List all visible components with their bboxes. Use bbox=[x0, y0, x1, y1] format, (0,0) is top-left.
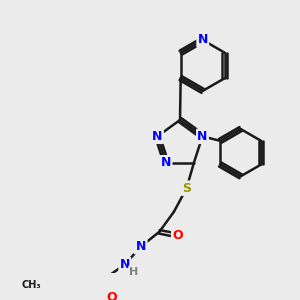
Text: CH₃: CH₃ bbox=[21, 280, 41, 290]
Text: H: H bbox=[135, 243, 144, 253]
Text: N: N bbox=[120, 258, 130, 271]
Text: H: H bbox=[129, 267, 139, 277]
Text: O: O bbox=[107, 291, 117, 300]
Text: S: S bbox=[182, 182, 191, 195]
Text: O: O bbox=[172, 229, 183, 242]
Text: N: N bbox=[152, 130, 163, 143]
Text: N: N bbox=[197, 34, 208, 46]
Text: N: N bbox=[161, 156, 171, 169]
Text: N: N bbox=[197, 130, 208, 143]
Text: N: N bbox=[136, 240, 146, 253]
